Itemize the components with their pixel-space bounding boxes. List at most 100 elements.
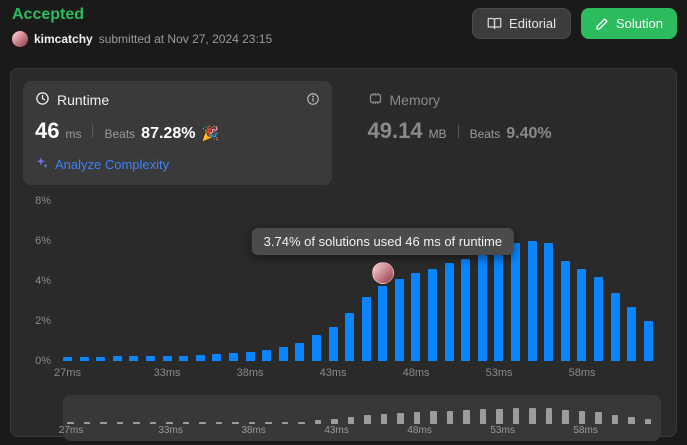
brush-bar-33ms [166,422,173,424]
brush-bar-29ms [100,422,107,424]
brush-x-axis: 27ms 33ms 38ms 43ms 48ms 53ms 58ms [59,424,661,437]
runtime-bar-53ms[interactable] [494,251,504,361]
runtime-bar-47ms[interactable] [394,279,404,361]
brush-bar-43ms [331,419,338,424]
solution-button[interactable]: Solution [581,8,677,39]
brush-bar-39ms [265,422,272,424]
runtime-value: 46 [35,118,60,143]
runtime-bar-59ms[interactable] [594,277,603,361]
runtime-bar-56ms[interactable] [544,243,554,361]
runtime-bar-34ms[interactable] [179,355,189,361]
runtime-bar-30ms[interactable] [112,356,122,361]
runtime-bar-50ms[interactable] [444,263,454,361]
editorial-button-label: Editorial [509,16,557,31]
brush-bar-36ms [215,422,223,424]
divider [92,124,94,138]
analyze-complexity-link[interactable]: Analyze Complexity [35,156,320,173]
runtime-bar-54ms[interactable] [511,243,521,361]
runtime-bar-35ms[interactable] [195,355,205,361]
brush-bar-31ms [133,422,140,424]
runtime-bar-33ms[interactable] [162,355,172,361]
runtime-bar-62ms[interactable] [643,321,653,361]
runtime-bar-38ms[interactable] [245,352,255,361]
brush-bar-45ms [364,415,371,424]
info-icon[interactable] [306,92,320,109]
x-axis-label: 58ms [568,367,596,379]
runtime-bar-27ms[interactable] [63,356,72,361]
brush-bar-57ms [562,410,569,424]
brush-bar-50ms [446,410,454,424]
brush-bar-59ms [595,412,602,424]
analyze-complexity-label: Analyze Complexity [55,157,170,172]
runtime-bar-43ms[interactable] [328,327,338,361]
runtime-bar-28ms[interactable] [79,356,89,361]
x-axis-label: 27ms [54,367,81,379]
brush-bar-62ms [644,418,652,424]
runtime-bar-29ms[interactable] [96,356,106,361]
chart-brush[interactable]: 27ms 33ms 38ms 43ms 48ms 53ms 58ms [59,395,661,441]
memory-beats-value: 9.40% [506,125,552,142]
memory-beats-label: Beats [469,127,501,141]
brush-bar-47ms [397,412,404,424]
runtime-card[interactable]: Runtime 46 ms Beats 87.28% 🎉 [23,81,332,185]
brush-bar-61ms [628,416,635,424]
memory-chip-icon [368,91,383,109]
brush-bar-51ms [463,409,470,424]
runtime-bar-60ms[interactable] [610,293,620,361]
brush-bar-48ms [413,411,421,424]
runtime-bar-40ms[interactable] [278,347,288,361]
runtime-bar-46ms[interactable] [378,286,388,361]
brush-x-label: 53ms [490,425,515,436]
runtime-bar-37ms[interactable] [228,353,238,361]
brush-x-label: 48ms [407,425,432,436]
user-avatar[interactable] [12,31,28,47]
runtime-label: Runtime [57,92,110,108]
stats-row: Runtime 46 ms Beats 87.28% 🎉 [23,81,664,185]
runtime-bar-51ms[interactable] [461,259,471,361]
brush-bar-54ms [512,407,520,424]
submit-info-row: kimcatchy submitted at Nov 27, 2024 23:1… [12,31,677,47]
runtime-bar-45ms[interactable] [361,297,371,361]
brush-bar-58ms [578,411,586,424]
memory-card[interactable]: Memory 49.14 MB Beats 9.40% [356,81,665,156]
brush-bar-28ms [83,422,91,424]
username[interactable]: kimcatchy [34,32,93,46]
runtime-bar-36ms[interactable] [212,354,222,361]
runtime-bar-32ms[interactable] [145,356,155,361]
runtime-bar-55ms[interactable] [527,241,537,361]
x-axis-label: 48ms [402,367,430,379]
runtime-beats-label: Beats [104,127,136,141]
brush-bar-42ms [314,420,322,424]
sparkles-icon [35,156,49,173]
brush-bar-55ms [529,407,536,424]
brush-x-label: 43ms [324,425,349,436]
brush-bar-34ms [182,422,190,424]
x-axis-label: 33ms [153,367,181,379]
brush-bar-49ms [430,411,437,424]
runtime-bar-41ms[interactable] [295,343,305,361]
runtime-bar-31ms[interactable] [129,356,139,361]
runtime-bar-57ms[interactable] [560,261,570,361]
runtime-bar-49ms[interactable] [428,269,438,361]
y-axis: 8% 6% 4% 2% 0% [23,195,55,367]
y-axis-label: 2% [35,315,51,327]
editorial-button[interactable]: Editorial [472,8,572,39]
runtime-distribution-chart: 8% 6% 4% 2% 0% 3.74% of solutions used 46 ms… [23,195,664,383]
user-marker-avatar[interactable] [371,262,394,285]
runtime-bar-61ms[interactable] [627,307,637,361]
submission-header: Accepted kimcatchy submitted at Nov 27, … [12,6,677,47]
memory-value: 49.14 [367,118,423,143]
brush-bar-32ms [149,422,157,424]
x-axis-label: 43ms [319,367,347,379]
runtime-bar-48ms[interactable] [411,273,421,361]
runtime-bar-44ms[interactable] [345,313,355,361]
runtime-unit: ms [65,127,82,141]
runtime-bar-39ms[interactable] [262,350,272,361]
runtime-bar-52ms[interactable] [477,255,487,361]
brush-bar-41ms [298,421,305,424]
runtime-beats-value: 87.28% [141,125,196,142]
y-axis-label: 6% [35,235,51,247]
clock-icon [35,91,50,109]
runtime-bar-42ms[interactable] [311,335,321,361]
runtime-bar-58ms[interactable] [577,269,587,361]
